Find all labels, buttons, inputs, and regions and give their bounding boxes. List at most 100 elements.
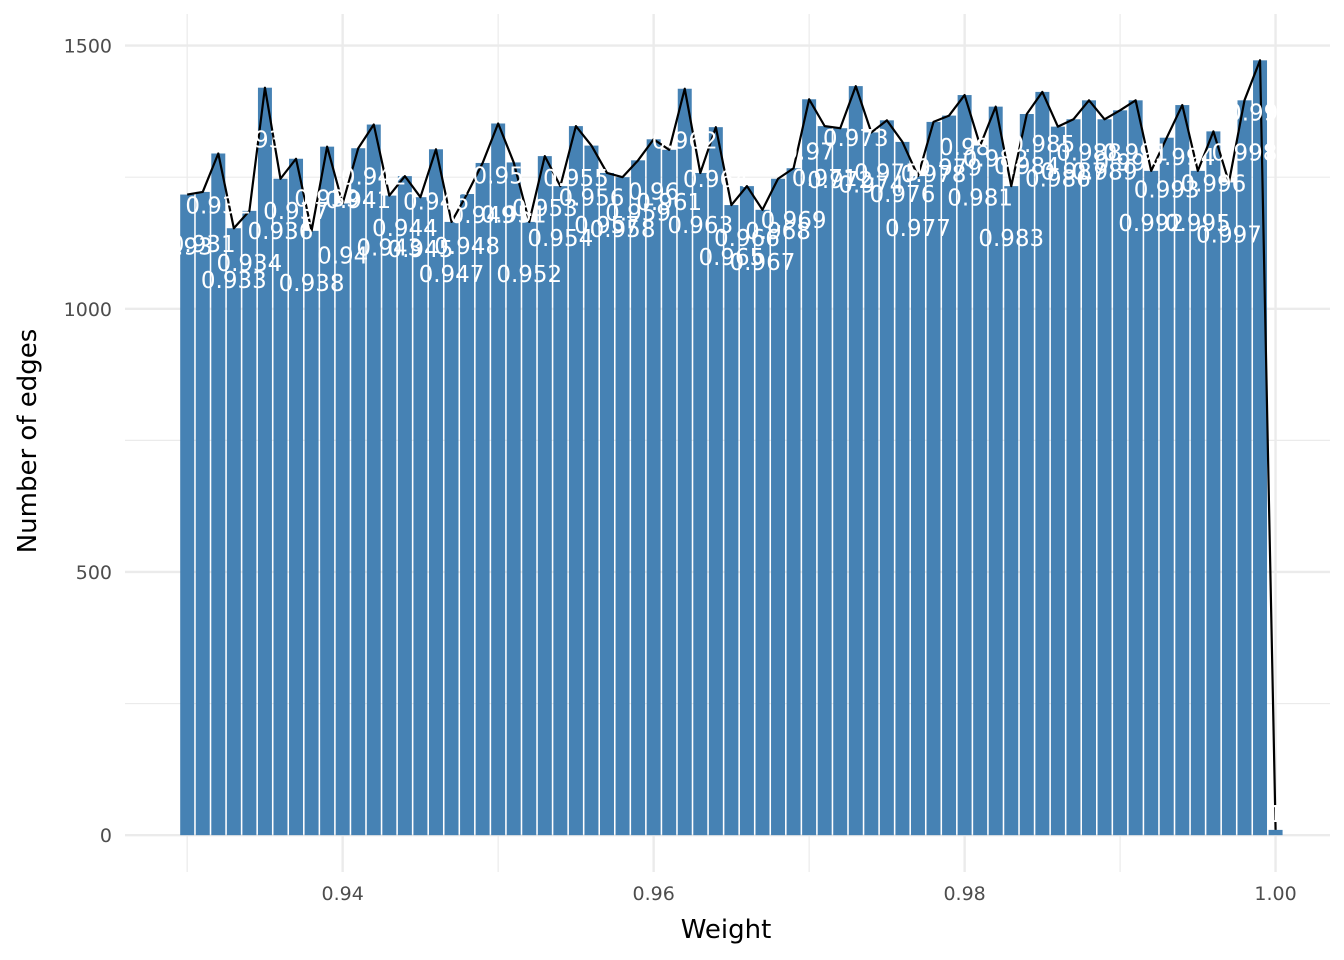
bar-label: 0.935 xyxy=(232,128,298,154)
histogram-bar xyxy=(771,178,786,836)
bar-label: 0.94 xyxy=(317,243,368,269)
bar-label: 0.962 xyxy=(652,129,718,155)
bar-label: 0.946 xyxy=(403,189,469,215)
bar-label: 0.992 xyxy=(1118,211,1184,237)
bar-label: 0.999 xyxy=(1227,100,1293,126)
bar-label: 0.974 xyxy=(838,172,904,198)
x-axis-tick-labels: 0.94 0.96 0.98 1.00 xyxy=(322,883,1297,905)
bar-label: 0.959 xyxy=(605,200,671,226)
x-tick-label: 0.94 xyxy=(322,883,364,905)
histogram-bar xyxy=(428,149,443,836)
x-tick-label: 1.00 xyxy=(1254,883,1296,905)
histogram-bar xyxy=(366,124,381,836)
histogram-bar xyxy=(537,156,552,836)
histogram-bar xyxy=(724,205,739,836)
bar-label: 0.965 xyxy=(698,245,764,271)
bar-label: 0.994 xyxy=(1149,145,1215,171)
bar-label: 0.991 xyxy=(1103,140,1169,166)
bar-label: 0.941 xyxy=(325,188,391,214)
bar-label: 0.942 xyxy=(341,165,407,191)
histogram-bar xyxy=(973,145,988,836)
histogram-bar xyxy=(895,141,910,836)
histogram-bar xyxy=(1128,100,1143,836)
y-tick-label: 0 xyxy=(100,825,112,847)
bar-label: 0.934 xyxy=(216,251,282,277)
histogram-bar xyxy=(226,228,241,836)
bar-label: 0.986 xyxy=(1025,167,1091,193)
histogram-bar xyxy=(475,162,490,836)
bar-label: 0.93 xyxy=(162,235,213,261)
histogram-bar xyxy=(693,172,708,836)
histogram-bar xyxy=(1237,100,1252,836)
x-tick-label: 0.98 xyxy=(943,883,985,905)
bar-value-labels: 0.930.9310.9320.9330.9340.9350.9360.9370… xyxy=(162,100,1293,828)
histogram-bar xyxy=(1082,100,1096,836)
bar-label: 0.932 xyxy=(185,193,251,219)
bar-label: 1 xyxy=(1268,802,1283,828)
histogram-bar xyxy=(289,158,304,836)
histogram-bar xyxy=(242,210,257,836)
histogram-bar xyxy=(910,176,925,836)
y-tick-label: 1500 xyxy=(64,36,112,58)
histogram-bar xyxy=(584,145,599,836)
bar-label: 0.948 xyxy=(434,234,500,260)
bar-label: 0.954 xyxy=(527,226,593,252)
bar-label: 0.973 xyxy=(823,126,889,152)
bar-label: 0.996 xyxy=(1180,171,1246,197)
histogram-bar xyxy=(631,160,646,836)
bar-label: 0.951 xyxy=(481,202,547,228)
histogram-bar xyxy=(568,126,583,836)
bar-label: 0.993 xyxy=(1134,178,1200,204)
bar-label: 0.97 xyxy=(784,139,835,165)
bar-label: 0.99 xyxy=(1094,150,1145,176)
histogram-bar xyxy=(522,221,537,836)
bar-label: 0.977 xyxy=(885,216,951,242)
bar-label: 0.953 xyxy=(512,196,578,222)
bar-label: 0.964 xyxy=(683,167,749,193)
histogram-bar xyxy=(211,153,226,836)
bar-label: 0.937 xyxy=(263,199,329,225)
bar-label: 0.982 xyxy=(963,147,1029,173)
frequency-line xyxy=(187,59,1277,830)
bar-label: 0.968 xyxy=(745,219,811,245)
histogram-bar xyxy=(304,230,319,836)
bar-label: 0.995 xyxy=(1165,211,1231,237)
bar-label: 0.988 xyxy=(1056,140,1122,166)
bar-label: 0.955 xyxy=(543,166,609,192)
y-axis-title: Number of edges xyxy=(13,329,43,554)
y-tick-label: 500 xyxy=(76,562,112,584)
bar-label: 0.943 xyxy=(356,236,422,262)
histogram-bar xyxy=(957,95,972,836)
histogram-bar xyxy=(1175,105,1190,836)
bar-label: 0.98 xyxy=(939,135,990,161)
histogram-bar xyxy=(460,194,475,836)
bar-label: 0.961 xyxy=(636,190,702,216)
x-axis-title: Weight xyxy=(681,915,772,945)
bar-label: 0.96 xyxy=(628,179,679,205)
bar-label: 0.949 xyxy=(450,203,516,229)
histogram-bar xyxy=(1253,60,1268,836)
histogram-bar xyxy=(257,87,272,836)
bar-label: 0.944 xyxy=(372,216,438,242)
bar-label: 0.95 xyxy=(473,163,524,189)
histogram-bar xyxy=(739,186,754,836)
bar-label: 0.952 xyxy=(496,262,562,288)
histogram-bar xyxy=(491,123,506,836)
bar-label: 0.933 xyxy=(201,268,267,294)
histogram-bar xyxy=(382,195,397,836)
bar-label: 0.972 xyxy=(807,168,873,194)
bar-label: 0.969 xyxy=(761,208,827,234)
bar-label: 0.963 xyxy=(667,213,733,239)
bar-label: 0.981 xyxy=(947,186,1013,212)
histogram-bar xyxy=(397,176,412,836)
histogram-bar xyxy=(506,162,521,836)
histogram-bar xyxy=(553,186,568,836)
histogram-bar xyxy=(273,178,288,836)
bar-label: 0.939 xyxy=(294,187,360,213)
histogram-bar xyxy=(942,115,957,836)
histogram-bar xyxy=(708,127,723,836)
histogram-bar xyxy=(662,149,677,836)
bar-label: 0.979 xyxy=(916,156,982,182)
histogram-bar xyxy=(833,128,848,836)
